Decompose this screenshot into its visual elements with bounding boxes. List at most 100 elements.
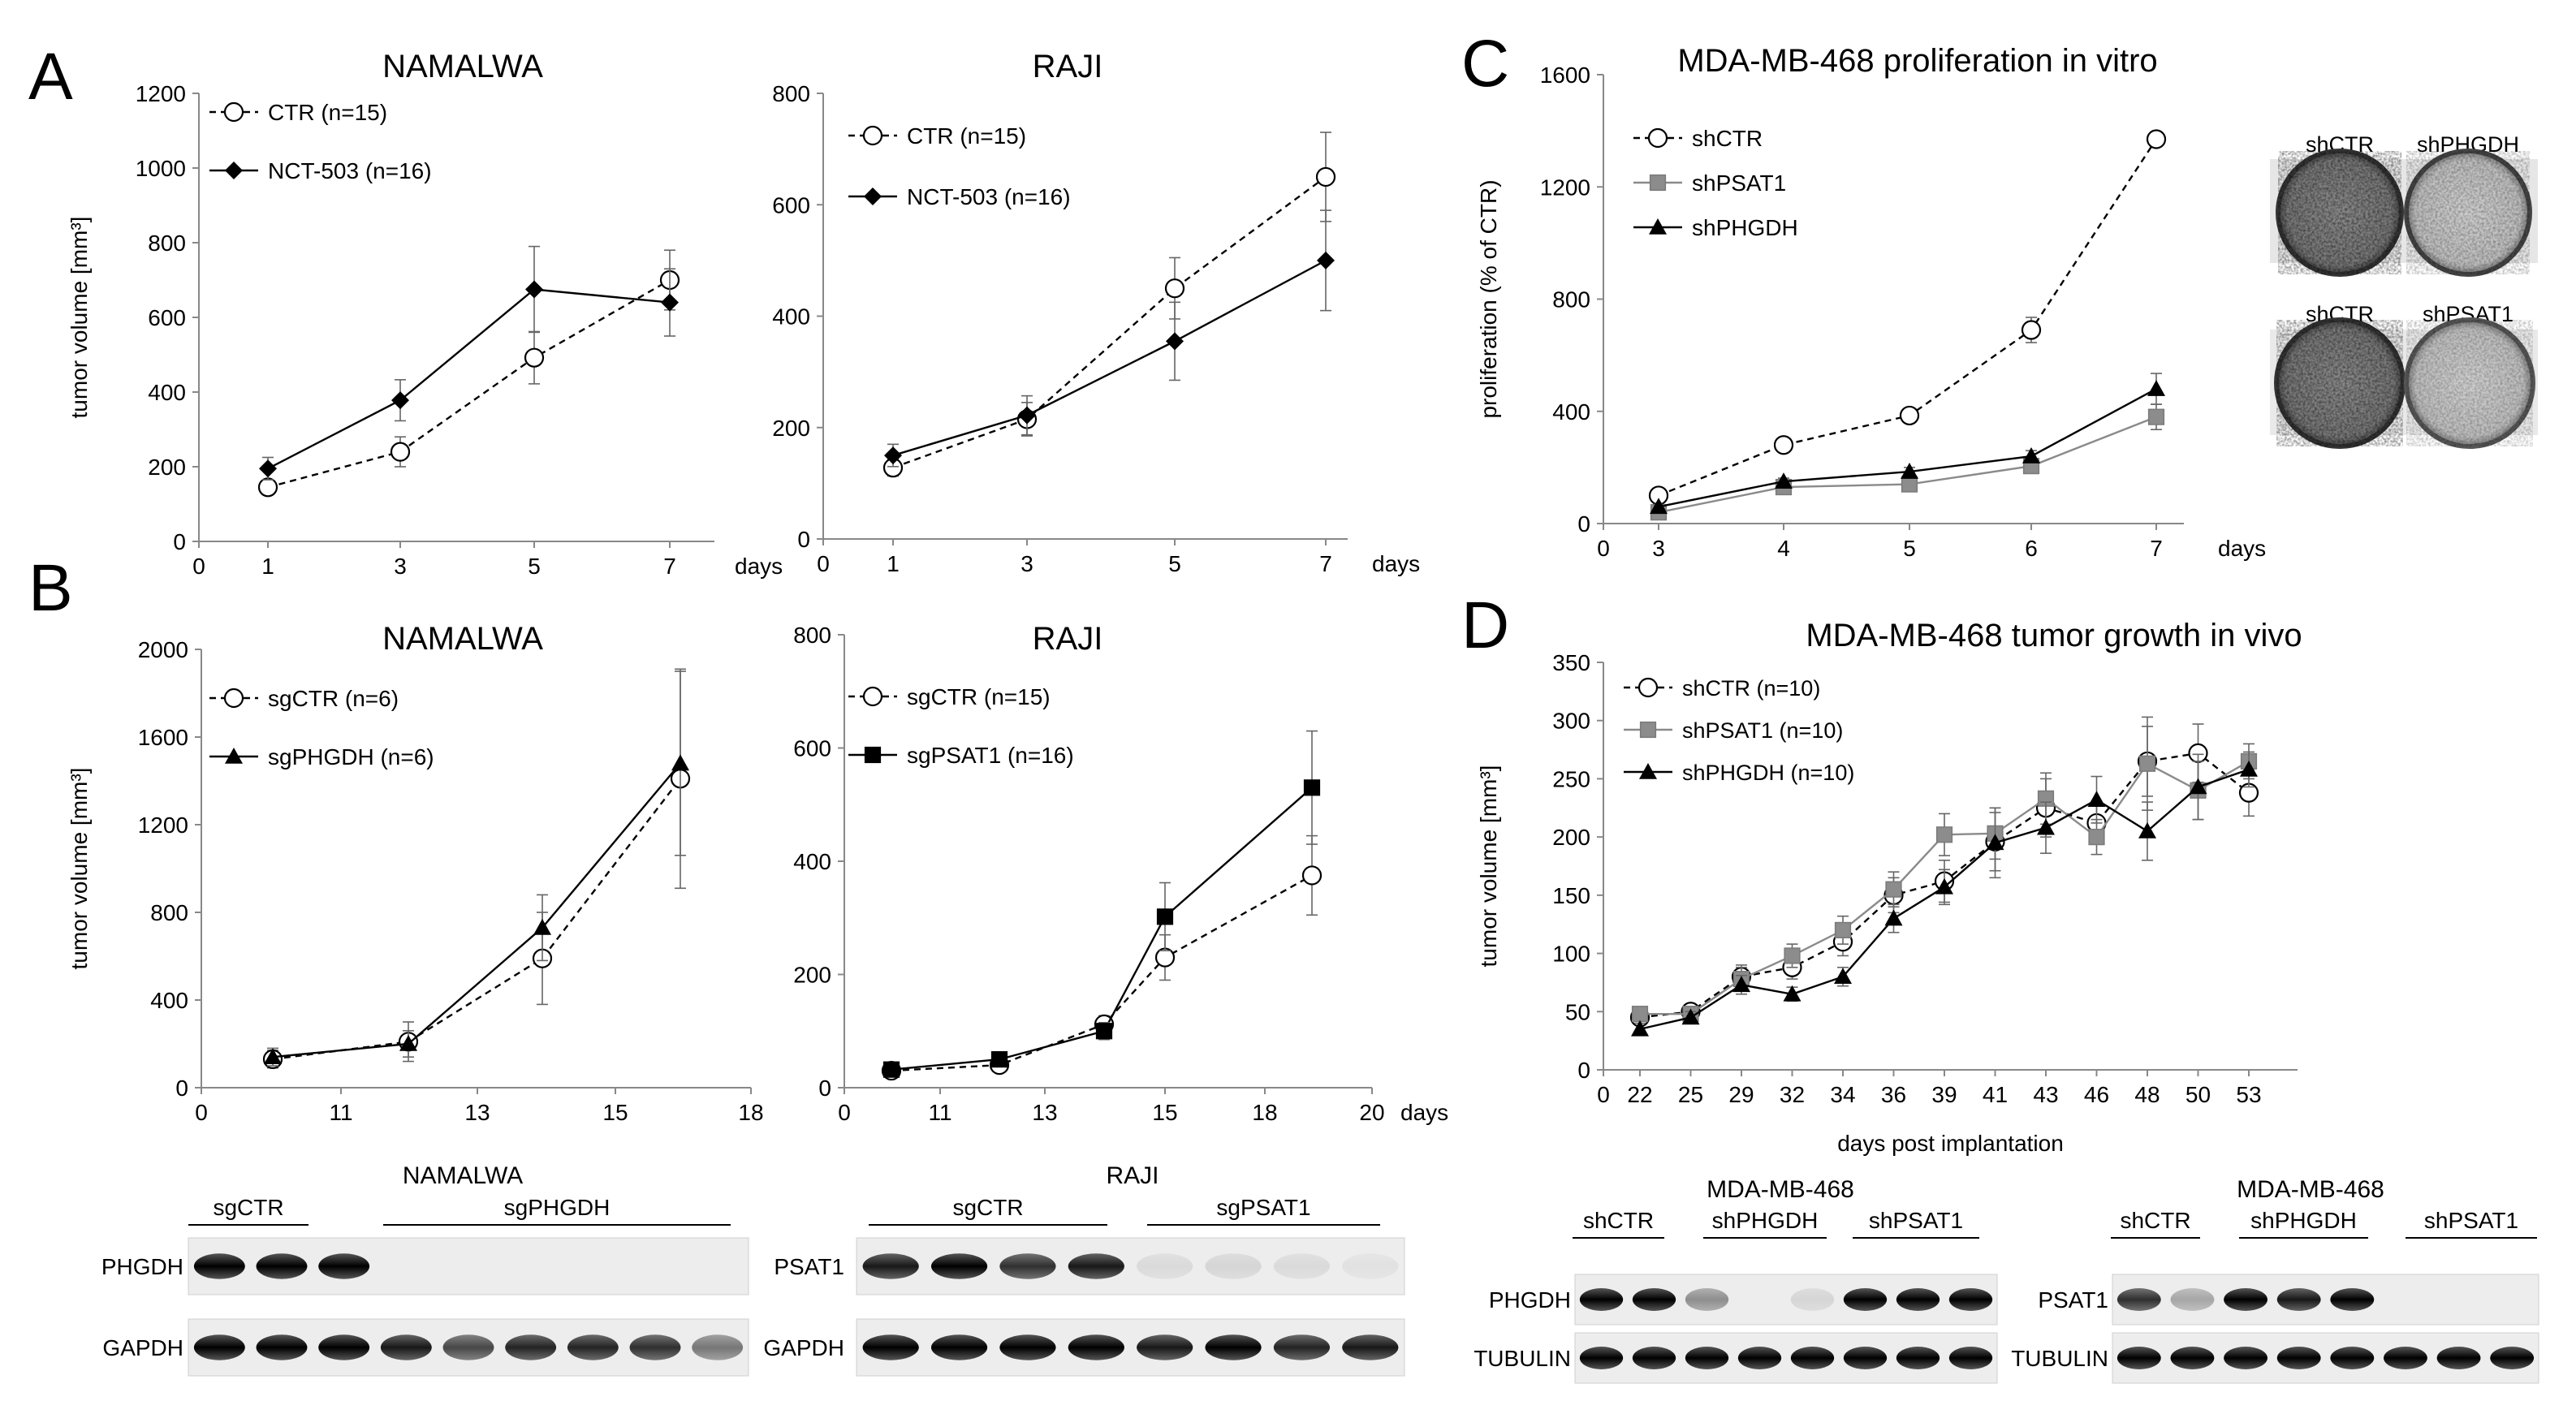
y-tick-label: 350	[1552, 650, 1590, 675]
x-tick-label: 18	[738, 1100, 763, 1125]
blot-band	[2384, 1347, 2427, 1369]
blot-band	[1632, 1288, 1676, 1311]
x-axis-label: days post implantation	[1837, 1131, 2064, 1156]
series-line-0	[272, 778, 681, 1061]
blot-band	[1137, 1253, 1193, 1279]
legend-label-1: shPSAT1	[1692, 170, 1786, 196]
data-point-1-9	[2088, 829, 2105, 846]
data-point-2-2	[1901, 463, 1918, 479]
colony-images: shCTR shPHGDH shCTR shPSAT1	[2270, 132, 2538, 449]
blot-group-label: shPSAT1	[2424, 1208, 2518, 1233]
x-tick-label: 11	[928, 1100, 951, 1125]
blot-band	[930, 1334, 988, 1360]
blot-band	[1843, 1347, 1888, 1369]
chart-a2-title: RAJI	[1033, 49, 1103, 84]
data-point-2-7	[1986, 834, 2004, 851]
blot-band	[692, 1334, 744, 1360]
data-point-0-3	[1315, 166, 1336, 188]
blot-row-label: GAPDH	[102, 1335, 183, 1360]
data-point-1-0	[259, 459, 277, 478]
x-tick-label: 25	[1678, 1082, 1703, 1107]
x-tick-label: 15	[602, 1100, 628, 1125]
y-tick-label: 0	[797, 527, 810, 552]
y-tick-label: 800	[148, 231, 186, 256]
data-point-1-2	[1901, 476, 1918, 493]
data-point-2-12	[2240, 760, 2258, 777]
colony-dish-texture	[2406, 151, 2530, 274]
x-tick-label: 0	[195, 1100, 208, 1125]
y-tick-label: 2000	[138, 637, 188, 662]
legend-label-1: shPSAT1 (n=10)	[1682, 718, 1843, 743]
x-tick-label: 43	[2033, 1082, 2058, 1107]
blot-band	[256, 1253, 308, 1279]
blot-group-label: shCTR	[2120, 1208, 2190, 1233]
y-axis-label: tumor volume [mm³]	[67, 768, 92, 970]
legend-label-1: sgPSAT1 (n=16)	[907, 743, 1074, 768]
data-point-1-4	[1834, 921, 1852, 938]
legend-marker-0	[1638, 677, 1659, 698]
blot-band	[1205, 1334, 1262, 1360]
y-tick-label: 800	[793, 623, 831, 648]
blot-band	[1205, 1253, 1262, 1279]
chart-a2-raji: 0 200 400 600 800 0 1 3 5 7 days CTR (n=15) NCT-503 …	[772, 81, 1420, 576]
y-tick-label: 600	[148, 305, 186, 330]
blot-group-label: shPSAT1	[1869, 1208, 1963, 1233]
legend-marker-1	[1649, 174, 1667, 192]
data-point-1-10	[2138, 755, 2156, 772]
x-tick-label: 0	[817, 551, 830, 576]
y-tick-label: 0	[818, 1076, 831, 1101]
legend-marker-1	[225, 162, 243, 179]
data-point-2-6	[1935, 877, 1953, 895]
blot-band	[629, 1334, 681, 1360]
y-tick-label: 600	[793, 736, 831, 761]
x-tick-label: 7	[1319, 551, 1332, 576]
blot-title: NAMALWA	[403, 1162, 523, 1189]
data-point-0-1	[1773, 435, 1794, 455]
blot-band	[1342, 1334, 1399, 1360]
y-tick-label: 800	[772, 81, 810, 106]
chart-a1-title: NAMALWA	[382, 49, 543, 84]
blot-band	[1685, 1347, 1729, 1369]
blot-band	[1273, 1334, 1331, 1360]
blot-group-label: shCTR	[1583, 1208, 1654, 1233]
data-point-1-4	[1303, 779, 1321, 796]
x-tick-label: 18	[1252, 1100, 1277, 1125]
y-tick-label: 200	[1552, 825, 1590, 850]
legend-marker-0	[1647, 127, 1668, 149]
data-point-1-0	[884, 446, 902, 465]
blot-band	[2116, 1288, 2161, 1311]
blot-group-label: sgPSAT1	[1216, 1195, 1310, 1220]
data-point-1-4	[2147, 408, 2165, 425]
colony-dish-texture	[2406, 320, 2533, 446]
blot-group-label: sgCTR	[213, 1195, 283, 1220]
y-axis-label: proliferation (% of CTR)	[1476, 179, 1501, 418]
panel-letter-b: B	[28, 551, 73, 625]
x-tick-label: 0	[1597, 1082, 1610, 1107]
blot-band	[318, 1334, 370, 1360]
blot-band	[1068, 1253, 1124, 1279]
chart-c-proliferation: 0 400 800 1200 1600 0 3 4 5 6 7 days proliferation (…	[1476, 63, 2266, 561]
x-tick-label: 22	[1627, 1082, 1652, 1107]
blot-row-label: PHGDH	[101, 1254, 183, 1279]
data-point-1-1	[1018, 406, 1036, 425]
blot-band	[862, 1334, 919, 1360]
data-point-2-2	[1732, 976, 1750, 993]
data-point-2-0	[1650, 498, 1668, 515]
data-point-2-10	[2138, 821, 2156, 838]
y-tick-label: 150	[1552, 883, 1590, 908]
x-tick-label: 32	[1780, 1082, 1805, 1107]
chart-c-title: MDA-MB-468 proliferation in vitro	[1677, 43, 2157, 79]
blot-band	[862, 1253, 919, 1279]
blot-band	[2224, 1288, 2267, 1311]
blot-band	[2436, 1347, 2481, 1369]
blot-band	[2490, 1347, 2535, 1369]
blot-band	[505, 1334, 557, 1360]
blot-band	[256, 1334, 308, 1360]
y-tick-label: 800	[150, 900, 188, 925]
blot-band	[380, 1334, 432, 1360]
data-point-2-0	[1631, 1020, 1649, 1037]
blot-row-label: PSAT1	[774, 1254, 844, 1279]
blot-band	[1948, 1288, 1993, 1311]
blot-band	[1632, 1347, 1676, 1369]
legend-label-0: shCTR	[1692, 126, 1763, 151]
